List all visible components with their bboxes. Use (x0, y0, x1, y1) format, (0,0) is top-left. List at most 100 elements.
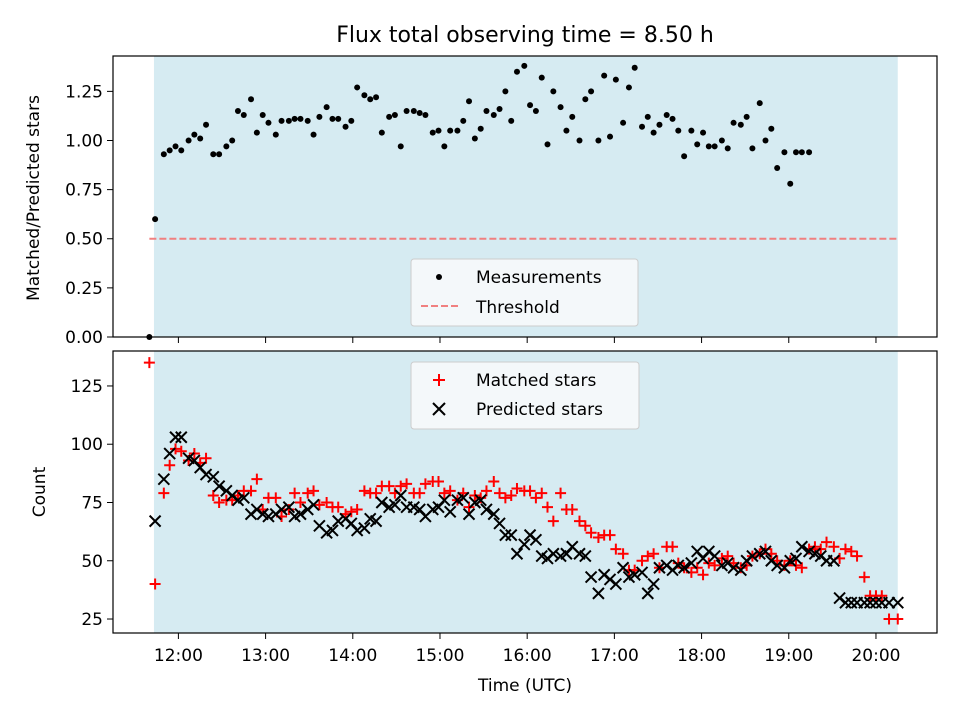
predicted-star-point (647, 577, 660, 591)
measurement-point (806, 149, 813, 156)
matched-star-point (617, 548, 629, 560)
measurement-point (172, 143, 179, 150)
measurement-point (429, 129, 436, 136)
measurement-point (711, 143, 718, 150)
predicted-star-point (175, 431, 188, 444)
measurement-point (502, 88, 509, 95)
measurement-point (416, 109, 423, 116)
measurement-point (203, 121, 210, 128)
measurement-point (229, 137, 236, 144)
matched-star-point (358, 485, 370, 497)
predicted-star-point (653, 561, 666, 574)
legend-threshold-label: Threshold (475, 298, 560, 318)
measurement-point (774, 165, 781, 172)
predicted-star-point (493, 517, 506, 530)
matched-star-point (494, 487, 506, 499)
count-y-tick-label: 25 (81, 610, 103, 630)
x-tick-label: 12:00 (154, 646, 203, 666)
measurement-point (304, 117, 311, 124)
measurement-point (557, 104, 564, 111)
matched-star-point (636, 555, 648, 567)
measurement-point (422, 111, 429, 118)
matched-star-point (573, 515, 585, 527)
ratio-legend-box (410, 258, 639, 327)
measurement-point (607, 133, 614, 140)
measurement-point (152, 216, 159, 223)
count-legend: Matched stars Predicted stars (410, 361, 640, 430)
measurement-point (656, 121, 663, 128)
predicted-star-point (746, 549, 759, 563)
chart-title: Flux total observing time = 8.50 h (336, 23, 714, 48)
x-axis-label: Time (UTC) (477, 676, 572, 696)
matched-star-point (175, 445, 187, 457)
ratio-y-tick-label: 0.75 (65, 181, 103, 201)
count-y-tick-label: 50 (81, 552, 103, 572)
count-y-ticks: 25 50 75 100 125 (71, 377, 113, 630)
measurement-point (329, 115, 336, 122)
measurement-point (166, 147, 173, 154)
x-tick-label: 13:00 (241, 646, 290, 666)
matched-star-point (395, 480, 407, 492)
measurement-point (718, 137, 725, 144)
matched-star-point (858, 571, 870, 583)
matched-star-point (566, 503, 578, 515)
measurement-point (278, 117, 285, 124)
measurement-point (441, 143, 448, 150)
matched-star-point (530, 492, 542, 504)
predicted-star-point (163, 447, 176, 460)
measurement-point (768, 125, 775, 132)
matched-star-point (207, 489, 219, 501)
matched-star-point (351, 503, 363, 515)
predicted-star-point (326, 524, 339, 537)
matched-star-point (488, 476, 500, 488)
measurement-point (724, 145, 731, 152)
matched-star-point (876, 590, 888, 602)
matched-star-point (610, 543, 622, 555)
measurement-point (781, 149, 788, 156)
predicted-star-point (685, 556, 698, 570)
predicted-star-point (332, 514, 345, 528)
measurement-point (508, 117, 515, 124)
matched-star-point (289, 487, 301, 499)
matched-star-point (294, 496, 306, 508)
matched-star-point (722, 550, 734, 562)
measurement-point (460, 117, 467, 124)
measurement-point (265, 119, 272, 126)
measurement-point (454, 127, 461, 134)
measurement-point (272, 131, 279, 138)
measurement-point (323, 104, 330, 111)
measurement-point (550, 88, 557, 95)
predicted-star-point (505, 528, 518, 542)
legend-predicted-label: Predicted stars (476, 400, 603, 420)
ratio-y-tick-label: 1.00 (65, 131, 103, 151)
measurement-points (146, 62, 813, 340)
predicted-star-point (438, 493, 451, 507)
predicted-star-point (518, 538, 531, 551)
measurement-point (447, 127, 454, 134)
ratio-y-ticks: 0.00 0.25 0.50 0.75 1.00 1.25 (65, 82, 113, 348)
measurement-point (310, 131, 317, 138)
predicted-star-point (579, 549, 592, 563)
matched-star-point (149, 578, 161, 590)
ratio-y-tick-label: 0.25 (65, 279, 103, 299)
measurement-point (397, 143, 404, 150)
measurement-point (793, 149, 800, 156)
measurement-point (631, 64, 638, 71)
matched-star-point (370, 487, 382, 499)
predicted-star-point (592, 587, 605, 600)
predicted-star-point (863, 596, 877, 609)
measurement-point (700, 129, 707, 136)
predicted-star-point (307, 498, 320, 512)
measurement-point (496, 106, 503, 113)
predicted-star-point (487, 507, 500, 521)
matched-star-point (158, 487, 170, 499)
matched-star-point (511, 483, 523, 495)
predicted-star-point (839, 596, 852, 609)
matched-star-point (536, 487, 548, 499)
predicted-star-point (394, 489, 407, 502)
matched-star-point (200, 452, 212, 464)
measurement-point (361, 92, 368, 99)
legend-measurements-label: Measurements (476, 268, 602, 288)
measurement-point (569, 113, 576, 120)
matched-star-point (796, 562, 808, 574)
